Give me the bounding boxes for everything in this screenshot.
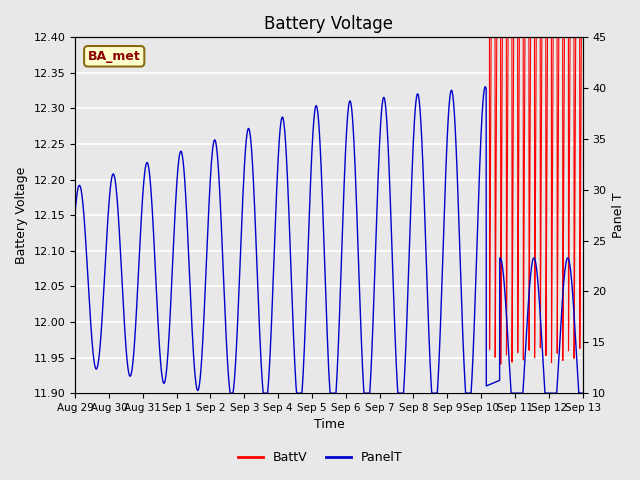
X-axis label: Time: Time [314, 419, 344, 432]
Title: Battery Voltage: Battery Voltage [264, 15, 394, 33]
Text: BA_met: BA_met [88, 50, 141, 63]
Y-axis label: Battery Voltage: Battery Voltage [15, 167, 28, 264]
Legend: BattV, PanelT: BattV, PanelT [232, 446, 408, 469]
Y-axis label: Panel T: Panel T [612, 192, 625, 238]
